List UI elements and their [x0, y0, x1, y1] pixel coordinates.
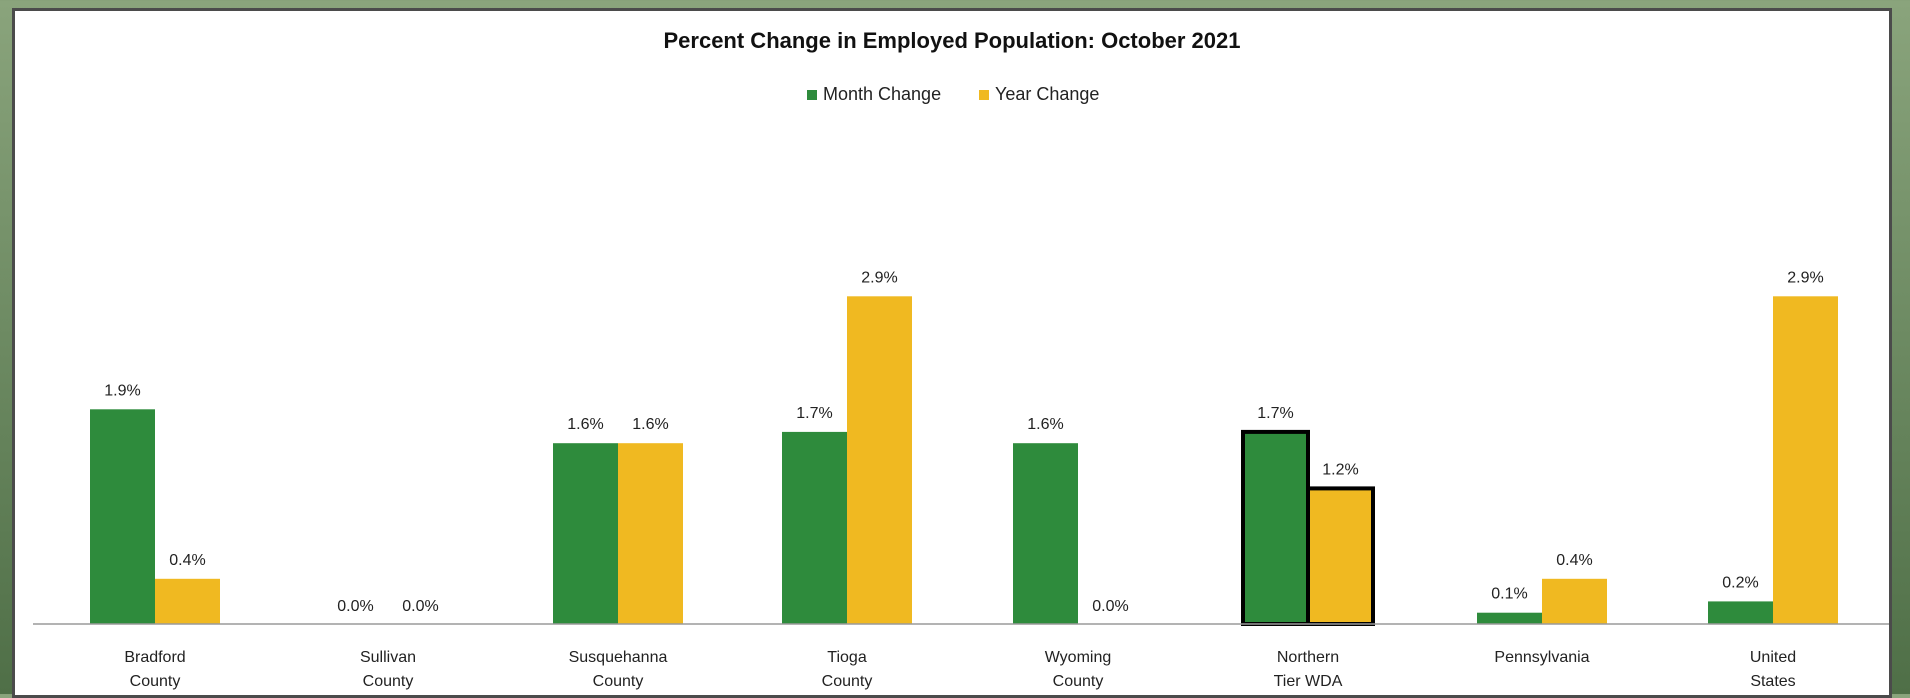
bar-1-2 [618, 443, 683, 624]
bar-0-4 [1013, 443, 1078, 624]
data-label-1-5: 1.2% [1322, 461, 1358, 478]
category-label-4-0: Wyoming [1045, 649, 1112, 666]
category-label-4-1: County [1053, 673, 1104, 690]
data-label-0-7: 0.2% [1722, 574, 1758, 591]
bar-1-6 [1542, 578, 1607, 624]
data-label-1-2: 1.6% [632, 416, 668, 433]
data-label-0-5: 1.7% [1257, 405, 1293, 422]
bar-0-3 [782, 431, 847, 624]
bar-0-7 [1708, 601, 1773, 624]
category-label-6-0: Pennsylvania [1494, 649, 1589, 666]
data-label-1-7: 2.9% [1787, 269, 1823, 286]
category-label-3-0: Tioga [827, 649, 867, 666]
data-label-1-1: 0.0% [402, 598, 438, 615]
bar-0-0 [90, 409, 155, 624]
data-label-1-6: 0.4% [1556, 552, 1592, 569]
category-label-2-0: Susquehanna [569, 649, 668, 666]
data-label-1-0: 0.4% [169, 552, 205, 569]
category-label-5-0: Northern [1277, 649, 1339, 666]
bar-1-0 [155, 578, 220, 624]
category-label-5-1: Tier WDA [1274, 673, 1343, 690]
bars-group [90, 296, 1838, 626]
category-label-1-1: County [363, 673, 414, 690]
bar-1-7 [1773, 296, 1838, 624]
category-label-3-1: County [822, 673, 873, 690]
data-label-0-0: 1.9% [104, 382, 140, 399]
data-labels-group: 1.9% 0.4% 0.0% 0.0% 1.6% 1.6% 1.7% 2.9% 1.6% 0.0%… [104, 269, 1823, 615]
chart-legend: Month Change Year Change [807, 84, 1099, 104]
category-label-0-1: County [130, 673, 181, 690]
bar-1-5 [1306, 486, 1375, 626]
legend-label-0: Month Change [823, 84, 941, 104]
bar-0-6 [1477, 612, 1542, 624]
data-label-0-1: 0.0% [337, 598, 373, 615]
data-label-0-2: 1.6% [567, 416, 603, 433]
data-label-0-4: 1.6% [1027, 416, 1063, 433]
bar-0-5 [1241, 429, 1310, 626]
data-label-0-3: 1.7% [796, 405, 832, 422]
category-label-1-0: Sullivan [360, 649, 416, 666]
bar-0-2 [553, 443, 618, 624]
data-label-1-4: 0.0% [1092, 598, 1128, 615]
legend-swatch-0 [807, 90, 817, 100]
data-label-1-3: 2.9% [861, 269, 897, 286]
chart-frame: Percent Change in Employed Population: O… [12, 8, 1892, 698]
legend-label-1: Year Change [995, 84, 1099, 104]
data-label-0-6: 0.1% [1491, 586, 1527, 603]
chart-title: Percent Change in Employed Population: O… [663, 28, 1240, 53]
category-labels-group: Bradford County Sullivan County Susquehanna C… [124, 649, 1796, 690]
bar-1-3 [847, 296, 912, 624]
category-label-7-1: States [1750, 673, 1795, 690]
category-label-7-0: United [1750, 649, 1796, 666]
category-label-2-1: County [593, 673, 644, 690]
category-label-0-0: Bradford [124, 649, 185, 666]
bar-chart: Percent Change in Employed Population: O… [33, 28, 1889, 690]
legend-swatch-1 [979, 90, 989, 100]
